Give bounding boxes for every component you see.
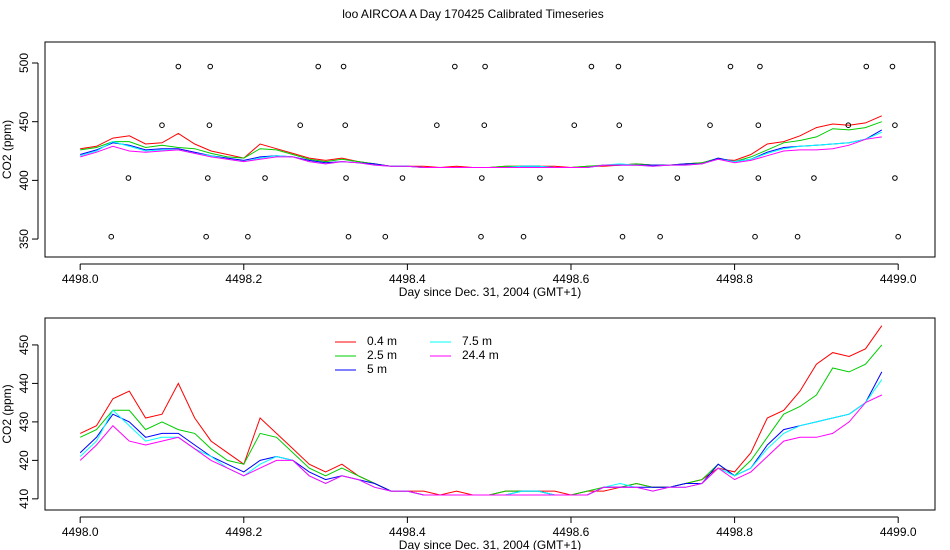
flag-point bbox=[108, 233, 115, 240]
flag-point bbox=[707, 122, 713, 129]
flag-point bbox=[755, 175, 762, 181]
flag-point bbox=[175, 63, 182, 70]
flag-point bbox=[206, 122, 213, 129]
flag-point bbox=[345, 233, 352, 240]
flag-point bbox=[892, 175, 898, 181]
plot-frame bbox=[44, 317, 936, 511]
x-tick-label: 4498.8 bbox=[716, 525, 753, 539]
legend-label: 2.5 m bbox=[367, 348, 397, 362]
flag-point bbox=[618, 175, 624, 181]
x-tick-label: 4498.8 bbox=[716, 272, 753, 286]
flag-point bbox=[863, 63, 870, 70]
flag-point bbox=[343, 175, 349, 181]
flag-point bbox=[755, 122, 762, 129]
flag-point bbox=[340, 63, 347, 70]
flag-point bbox=[452, 63, 458, 70]
flag-point bbox=[537, 175, 543, 181]
flag-point bbox=[889, 63, 896, 70]
flag-point bbox=[481, 122, 488, 129]
flag-point bbox=[204, 175, 211, 181]
y-tick-label: 450 bbox=[17, 111, 31, 131]
flag-point bbox=[811, 175, 817, 181]
flag-point bbox=[478, 233, 484, 240]
flag-point bbox=[159, 122, 165, 129]
legend-label: 24.4 m bbox=[462, 348, 499, 362]
flag-point bbox=[845, 122, 852, 129]
y-axis-label: CO2 (ppm) bbox=[0, 120, 14, 179]
flag-point bbox=[571, 122, 578, 129]
y-tick-label: 410 bbox=[17, 489, 31, 509]
flag-point bbox=[342, 122, 349, 129]
y-axis-label: CO2 (ppm) bbox=[0, 384, 14, 443]
flag-point bbox=[674, 175, 681, 181]
flag-point bbox=[297, 122, 304, 129]
flag-point bbox=[727, 63, 734, 70]
x-tick-label: 4498.6 bbox=[553, 525, 590, 539]
flag-point bbox=[434, 122, 440, 129]
y-tick-label: 450 bbox=[17, 335, 31, 355]
x-tick-label: 4498.4 bbox=[389, 525, 426, 539]
x-tick-label: 4498.4 bbox=[389, 272, 426, 286]
flag-point bbox=[520, 233, 527, 240]
flag-point bbox=[757, 63, 763, 70]
flag-point bbox=[619, 233, 626, 240]
flag-point bbox=[588, 63, 595, 70]
x-tick-label: 4499.0 bbox=[880, 525, 917, 539]
x-tick-label: 4499.0 bbox=[880, 272, 917, 286]
flag-point bbox=[262, 175, 268, 181]
flag-point bbox=[752, 233, 758, 240]
x-tick-label: 4498.2 bbox=[225, 272, 262, 286]
flag-point bbox=[203, 233, 209, 240]
legend-label: 7.5 m bbox=[462, 334, 492, 348]
x-tick-label: 4498.0 bbox=[62, 525, 99, 539]
series-line bbox=[79, 394, 883, 496]
y-tick-label: 400 bbox=[17, 170, 31, 190]
flag-point bbox=[895, 233, 901, 240]
flag-point bbox=[482, 63, 488, 70]
flag-point bbox=[794, 233, 801, 240]
flag-point bbox=[616, 122, 623, 129]
x-tick-label: 4498.0 bbox=[62, 272, 99, 286]
flag-point bbox=[207, 63, 214, 70]
plot-frame bbox=[44, 41, 936, 258]
flag-point bbox=[657, 233, 663, 240]
y-tick-label: 420 bbox=[17, 450, 31, 470]
x-axis-label: Day since Dec. 31, 2004 (GMT+1) bbox=[399, 538, 581, 550]
x-tick-label: 4498.2 bbox=[225, 525, 262, 539]
y-tick-label: 350 bbox=[17, 229, 31, 249]
flag-point bbox=[479, 175, 485, 181]
y-tick-label: 500 bbox=[17, 53, 31, 73]
flag-point bbox=[382, 233, 389, 240]
y-tick-label: 440 bbox=[17, 373, 31, 393]
x-axis-label: Day since Dec. 31, 2004 (GMT+1) bbox=[399, 285, 581, 299]
flag-point bbox=[125, 175, 132, 181]
series-line bbox=[80, 136, 882, 168]
chart-title: loo AIRCOA A Day 170425 Calibrated Times… bbox=[342, 7, 603, 21]
x-tick-label: 4498.6 bbox=[553, 272, 590, 286]
flag-point bbox=[892, 122, 898, 129]
flag-point bbox=[245, 233, 251, 240]
y-tick-label: 430 bbox=[17, 412, 31, 432]
flag-point bbox=[315, 63, 322, 70]
flag-point bbox=[615, 63, 622, 70]
flag-point bbox=[399, 175, 406, 181]
legend-label: 5 m bbox=[367, 362, 387, 376]
legend-label: 0.4 m bbox=[367, 334, 397, 348]
